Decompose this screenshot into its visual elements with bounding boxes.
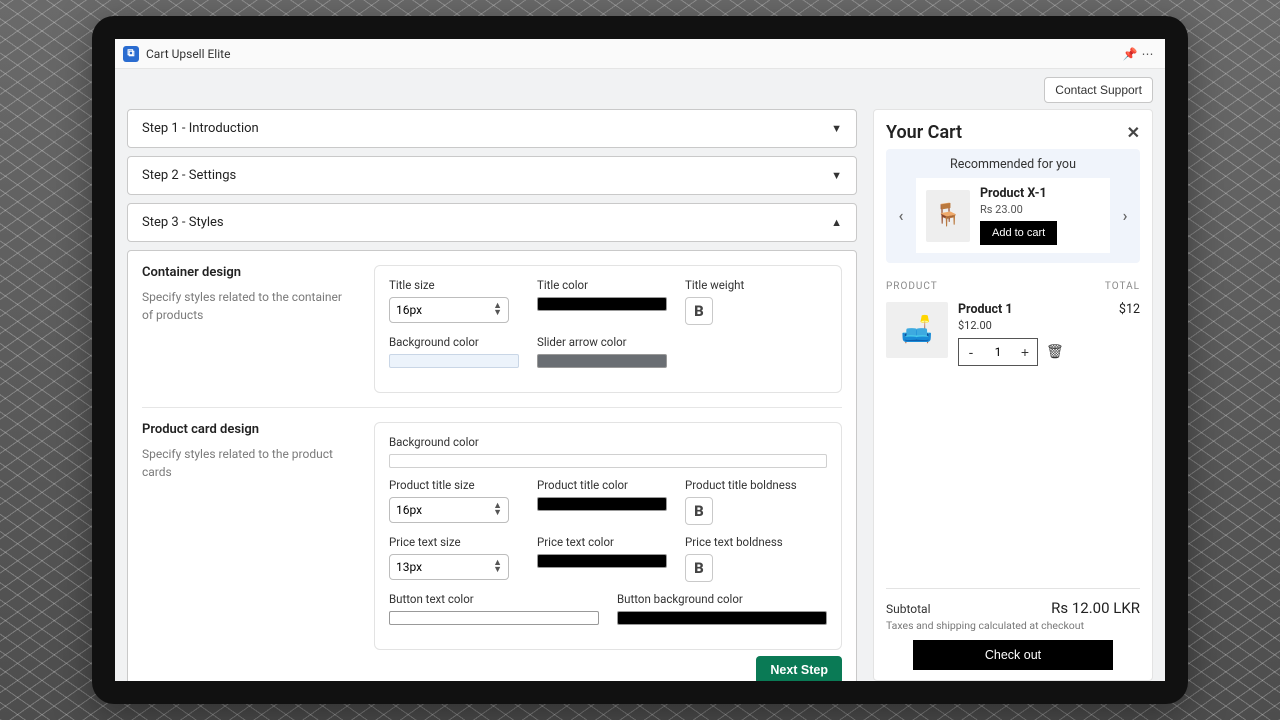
price-bold-button[interactable]: B [685, 554, 713, 582]
pin-icon[interactable]: 📌 [1121, 47, 1139, 61]
product-thumb: 🛋️ [886, 302, 948, 358]
step3-label: Step 3 - Styles [142, 215, 224, 230]
rec-product-name: Product X-1 [980, 186, 1057, 201]
rec-product-thumb: 🪑 [926, 190, 970, 242]
recommended-title: Recommended for you [894, 157, 1132, 172]
app-titlebar: ⧉ Cart Upsell Elite 📌 ⋯ [115, 39, 1165, 69]
card-bg-swatch[interactable] [389, 454, 827, 468]
container-design-fields: Title size 16px ▲▼ Title color [374, 265, 842, 393]
carousel-prev-icon[interactable]: ‹ [894, 206, 908, 225]
main-area: Step 1 - Introduction ▼ Step 2 - Setting… [115, 105, 1165, 681]
title-color-swatch[interactable] [537, 297, 667, 311]
close-icon[interactable]: ✕ [1127, 123, 1140, 142]
product-unit-price: $12.00 [958, 319, 1109, 332]
chevron-down-icon: ▼ [831, 169, 842, 182]
recommended-box: Recommended for you ‹ 🪑 Product X-1 Rs 2… [886, 149, 1140, 263]
recommended-card: 🪑 Product X-1 Rs 23.00 Add to cart [916, 178, 1110, 253]
accordion-step-3[interactable]: Step 3 - Styles ▲ [127, 203, 857, 242]
ptitle-color-swatch[interactable] [537, 497, 667, 511]
ptitle-color-label: Product title color [537, 478, 667, 492]
qty-value: 1 [983, 345, 1013, 359]
container-design-heading: Container design Specify styles related … [142, 265, 352, 393]
section-divider [142, 407, 842, 408]
cart-line-item: 🛋️ Product 1 $12.00 - 1 + 🗑 [886, 302, 1140, 366]
rec-product-price: Rs 23.00 [980, 203, 1057, 216]
chevron-down-icon: ▼ [831, 122, 842, 135]
cart-panel: Your Cart ✕ Recommended for you ‹ 🪑 Prod… [873, 109, 1153, 681]
chevron-up-icon: ▲ [831, 216, 842, 229]
checkout-button[interactable]: Check out [913, 640, 1113, 670]
accordion-step-1[interactable]: Step 1 - Introduction ▼ [127, 109, 857, 148]
title-weight-label: Title weight [685, 278, 815, 292]
slider-arrow-color-swatch[interactable] [537, 354, 667, 368]
col-total: TOTAL [1105, 281, 1140, 292]
title-size-select[interactable]: 16px ▲▼ [389, 297, 509, 323]
ptitle-bold-label: Product title boldness [685, 478, 815, 492]
step1-label: Step 1 - Introduction [142, 121, 259, 136]
ptitle-size-value: 16px [396, 503, 422, 517]
app-title: Cart Upsell Elite [146, 47, 230, 61]
product-card-fields: Background color Product title size 16px… [374, 422, 842, 650]
step2-label: Step 2 - Settings [142, 168, 236, 183]
ptitle-size-select[interactable]: 16px ▲▼ [389, 497, 509, 523]
price-color-swatch[interactable] [537, 554, 667, 568]
product-card-title: Product card design [142, 422, 352, 437]
app-icon: ⧉ [123, 46, 139, 62]
qty-increase-button[interactable]: + [1013, 344, 1037, 360]
product-name: Product 1 [958, 302, 1109, 317]
btn-bg-color-swatch[interactable] [617, 611, 827, 625]
title-weight-bold-button[interactable]: B [685, 297, 713, 325]
btn-text-color-swatch[interactable] [389, 611, 599, 625]
stepper-icon: ▲▼ [493, 303, 502, 317]
ptitle-size-label: Product title size [389, 478, 519, 492]
ptitle-bold-button[interactable]: B [685, 497, 713, 525]
stepper-icon: ▲▼ [493, 503, 502, 517]
cart-footer: Subtotal Rs 12.00 LKR Taxes and shipping… [886, 588, 1140, 670]
price-size-select[interactable]: 13px ▲▼ [389, 554, 509, 580]
support-row: Contact Support [115, 69, 1165, 105]
bg-color-label: Background color [389, 335, 519, 349]
qty-decrease-button[interactable]: - [959, 344, 983, 360]
bg-color-swatch[interactable] [389, 354, 519, 368]
line-total: $12 [1119, 302, 1140, 317]
styles-panel: Container design Specify styles related … [127, 250, 857, 681]
price-size-label: Price text size [389, 535, 519, 549]
next-step-button[interactable]: Next Step [756, 656, 842, 681]
stepper-icon: ▲▼ [493, 560, 502, 574]
tax-note: Taxes and shipping calculated at checkou… [886, 619, 1140, 632]
title-size-value: 16px [396, 303, 422, 317]
btn-text-color-label: Button text color [389, 592, 599, 606]
more-icon[interactable]: ⋯ [1139, 47, 1157, 61]
wizard-column: Step 1 - Introduction ▼ Step 2 - Setting… [127, 109, 857, 681]
container-design-title: Container design [142, 265, 352, 280]
card-bg-label: Background color [389, 435, 827, 449]
trash-icon[interactable]: 🗑 [1046, 344, 1064, 360]
product-card-heading: Product card design Specify styles relat… [142, 422, 352, 650]
col-product: PRODUCT [886, 281, 938, 292]
carousel-next-icon[interactable]: › [1118, 206, 1132, 225]
subtotal-amount: Rs 12.00 LKR [1051, 599, 1140, 617]
contact-support-button[interactable]: Contact Support [1044, 77, 1153, 103]
title-size-label: Title size [389, 278, 519, 292]
cart-columns: PRODUCT TOTAL [886, 281, 1140, 292]
add-to-cart-button[interactable]: Add to cart [980, 221, 1057, 245]
product-card-desc: Specify styles related to the product ca… [142, 445, 352, 481]
slider-arrow-color-label: Slider arrow color [537, 335, 667, 349]
btn-bg-color-label: Button background color [617, 592, 827, 606]
price-color-label: Price text color [537, 535, 667, 549]
subtotal-label: Subtotal [886, 602, 931, 616]
price-bold-label: Price text boldness [685, 535, 815, 549]
title-color-label: Title color [537, 278, 667, 292]
container-design-desc: Specify styles related to the container … [142, 288, 352, 324]
cart-title: Your Cart [886, 122, 962, 143]
quantity-stepper: - 1 + [958, 338, 1038, 366]
accordion-step-2[interactable]: Step 2 - Settings ▼ [127, 156, 857, 195]
price-size-value: 13px [396, 560, 422, 574]
laptop-frame: ⧉ Cart Upsell Elite 📌 ⋯ Contact Support … [92, 16, 1188, 704]
app-screen: ⧉ Cart Upsell Elite 📌 ⋯ Contact Support … [115, 39, 1165, 681]
